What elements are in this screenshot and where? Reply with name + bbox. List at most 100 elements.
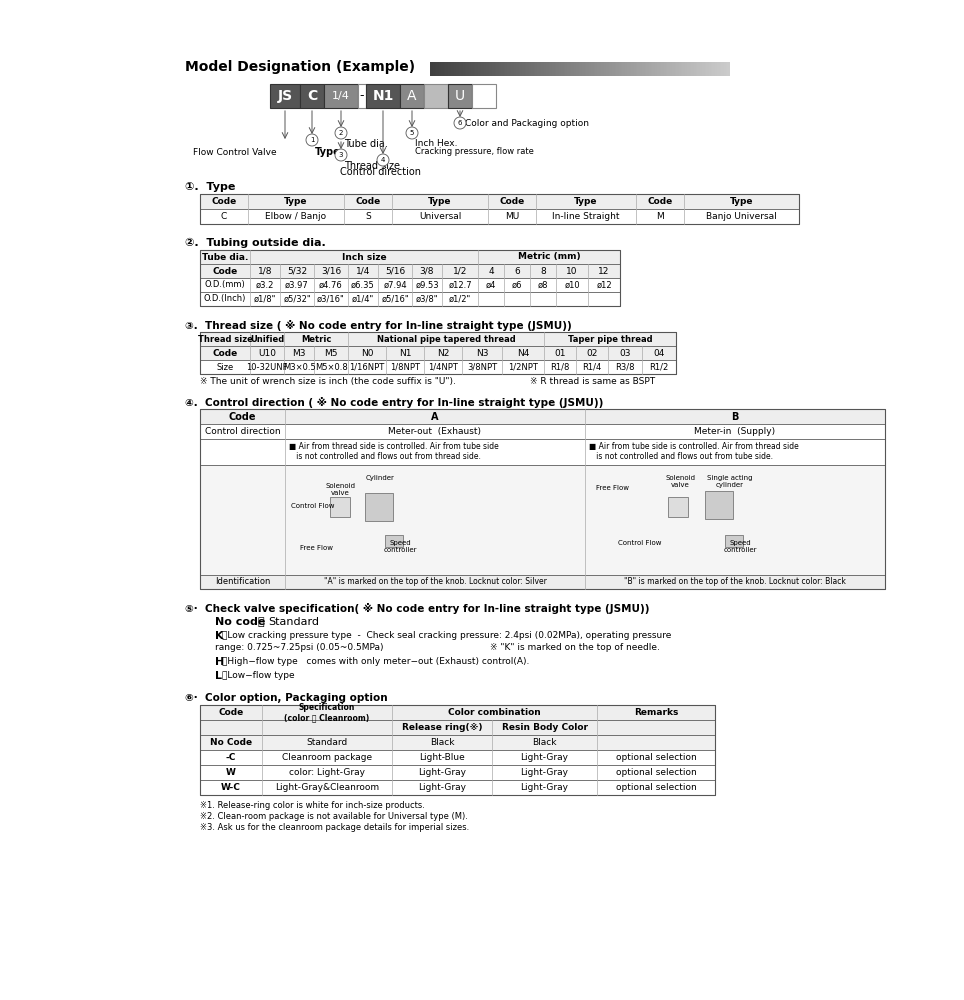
Bar (681, 62, 683, 76)
Bar (721, 62, 723, 76)
Bar (200, 332, 676, 374)
Bar (492, 62, 494, 76)
Bar (589, 62, 591, 76)
Text: JS: JS (278, 89, 292, 103)
Bar (526, 62, 527, 76)
Bar (479, 62, 481, 76)
Bar (709, 62, 710, 76)
Bar (457, 62, 459, 76)
Text: 6: 6 (458, 120, 463, 126)
Bar (560, 62, 562, 76)
Text: 1/16NPT: 1/16NPT (349, 362, 385, 371)
Bar (300, 84, 324, 108)
Bar (553, 62, 554, 76)
Bar (200, 765, 715, 780)
Text: 10-32UNF: 10-32UNF (246, 362, 287, 371)
Text: Control Flow: Control Flow (291, 503, 335, 509)
Bar (443, 62, 445, 76)
Text: National pipe tapered thread: National pipe tapered thread (377, 334, 516, 344)
Bar (635, 62, 637, 76)
Bar (667, 62, 669, 76)
Text: ※1. Release-ring color is white for inch-size products.: ※1. Release-ring color is white for inch… (200, 801, 425, 810)
Bar (668, 62, 670, 76)
Text: M3: M3 (292, 349, 306, 358)
Bar (400, 84, 424, 108)
Text: 03: 03 (619, 349, 630, 358)
Text: Cylinder: Cylinder (365, 475, 394, 481)
Bar (613, 62, 615, 76)
Text: -C: -C (226, 753, 236, 762)
Bar (634, 62, 635, 76)
Text: Type: Type (315, 147, 340, 157)
Bar (436, 62, 438, 76)
Text: ※2. Clean-room package is not available for Universal type (M).: ※2. Clean-room package is not available … (200, 812, 468, 821)
Bar (668, 497, 688, 517)
Bar (200, 720, 715, 735)
Text: Meter-out  (Exhaust): Meter-out (Exhaust) (388, 427, 481, 436)
Text: color: Light-Gray: color: Light-Gray (289, 768, 365, 777)
Text: ø6.35: ø6.35 (351, 280, 375, 290)
Bar (200, 250, 620, 264)
Text: C: C (307, 89, 317, 103)
Text: 1/8NPT: 1/8NPT (390, 362, 420, 371)
Bar (619, 62, 621, 76)
Bar (637, 62, 638, 76)
Text: Black: Black (532, 738, 557, 747)
Text: Metric (mm): Metric (mm) (518, 252, 580, 261)
Bar (664, 62, 665, 76)
Bar (506, 62, 508, 76)
Bar (703, 62, 705, 76)
Bar (578, 62, 580, 76)
Bar (200, 264, 620, 278)
Text: U10: U10 (258, 349, 276, 358)
Bar (200, 780, 715, 795)
Bar (200, 705, 715, 795)
Bar (559, 62, 561, 76)
Bar (478, 62, 480, 76)
Text: Free Flow: Free Flow (597, 485, 629, 491)
Bar (505, 62, 507, 76)
Text: 1/8: 1/8 (257, 266, 272, 275)
Bar (441, 62, 442, 76)
Text: 02: 02 (586, 349, 598, 358)
Text: Code: Code (499, 197, 524, 206)
Bar (659, 62, 661, 76)
Text: Code: Code (648, 197, 673, 206)
Bar (724, 62, 726, 76)
Bar (495, 62, 496, 76)
Bar (446, 62, 448, 76)
Bar (200, 250, 620, 306)
Text: ①.  Type: ①. Type (185, 182, 235, 192)
Bar (551, 62, 553, 76)
Bar (670, 62, 672, 76)
Bar (692, 62, 694, 76)
Text: ：Low−flow type: ：Low−flow type (222, 671, 295, 680)
Text: ø1/4": ø1/4" (352, 294, 374, 304)
Bar (614, 62, 616, 76)
Bar (470, 62, 472, 76)
Text: Speed
controller: Speed controller (723, 540, 757, 553)
Text: range: 0.725~7.25psi (0.05~0.5MPa): range: 0.725~7.25psi (0.05~0.5MPa) (215, 643, 384, 652)
Bar (200, 332, 676, 346)
Bar (544, 62, 546, 76)
Bar (433, 62, 435, 76)
Text: 12: 12 (599, 266, 609, 275)
Bar (476, 62, 478, 76)
Bar (385, 535, 403, 547)
Bar (523, 62, 524, 76)
Text: Color and Packaging option: Color and Packaging option (465, 119, 589, 128)
Bar (520, 62, 522, 76)
Bar (564, 62, 565, 76)
Text: ø3.2: ø3.2 (255, 280, 274, 290)
Bar (502, 62, 503, 76)
Text: Standard: Standard (307, 738, 348, 747)
Bar (200, 424, 885, 439)
Bar (661, 62, 662, 76)
Text: 3/16: 3/16 (321, 266, 341, 275)
Bar (595, 62, 597, 76)
Bar (616, 62, 618, 76)
Text: B: B (732, 412, 738, 422)
Bar (481, 62, 483, 76)
Text: 1: 1 (309, 137, 314, 143)
Bar (586, 62, 588, 76)
